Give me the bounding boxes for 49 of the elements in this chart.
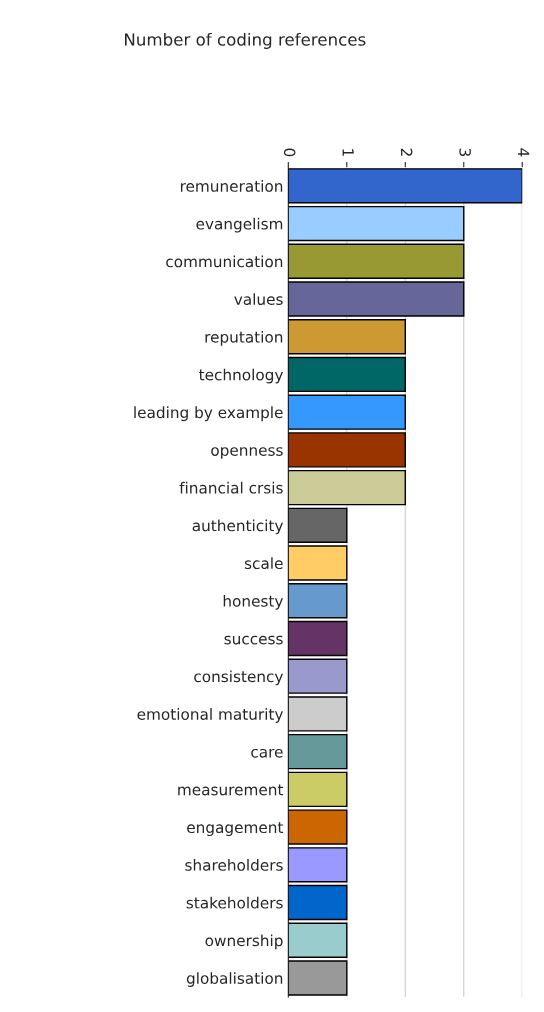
bar: [288, 168, 523, 204]
y-tick-label: authenticity: [192, 519, 284, 535]
x-tick-label: 0: [283, 148, 296, 157]
y-tick-label: emotional maturity: [137, 708, 284, 723]
y-tick-label: shareholders: [185, 859, 283, 871]
bar: [288, 620, 348, 657]
y-tick-label: communication: [166, 255, 283, 268]
y-tick-label: financial crsis: [179, 481, 283, 494]
bar: [288, 469, 406, 506]
y-tick-label: consistency: [194, 670, 283, 686]
bar: [288, 658, 348, 694]
y-tick-label: engagement: [187, 822, 284, 837]
bar: [288, 771, 348, 808]
chart-title: Number of coding references: [125, 32, 366, 50]
x-tick-label: 1: [342, 149, 354, 156]
y-tick-label: evangelism: [196, 217, 283, 233]
y-tick-label: values: [234, 293, 283, 306]
bar: [288, 884, 348, 921]
x-tick-label: 2: [401, 148, 413, 156]
bar: [288, 847, 348, 883]
bar: [288, 583, 348, 619]
bar: [288, 205, 465, 242]
y-tick-label: success: [224, 635, 283, 645]
y-tick-label: honesty: [223, 594, 283, 610]
bar: [288, 281, 465, 317]
y-tick-label: stakeholders: [186, 896, 283, 909]
bar: [288, 922, 348, 958]
y-tick-label: measurement: [178, 784, 284, 796]
y-tick-label: reputation: [205, 330, 283, 346]
y-tick-label: technology: [199, 368, 283, 384]
bar: [288, 243, 465, 279]
bar: [288, 394, 406, 430]
bar: [288, 507, 348, 543]
y-tick-label: globalisation: [186, 972, 283, 987]
y-tick-label: remuneration: [180, 180, 283, 192]
bar: [288, 319, 406, 355]
y-tick-label: openness: [211, 447, 283, 459]
bar: [288, 733, 348, 770]
bar: [288, 545, 348, 581]
y-tick-label: ownership: [205, 934, 283, 950]
bar: [288, 432, 406, 468]
y-tick-label: care: [251, 748, 283, 758]
bar: [288, 356, 406, 393]
x-tick-label: 3: [459, 148, 471, 157]
y-tick-label: scale: [244, 557, 283, 570]
bar: [288, 809, 348, 845]
x-tick-label: 4: [518, 148, 530, 157]
y-tick-label: leading by example: [134, 406, 283, 422]
bar: [288, 960, 348, 996]
